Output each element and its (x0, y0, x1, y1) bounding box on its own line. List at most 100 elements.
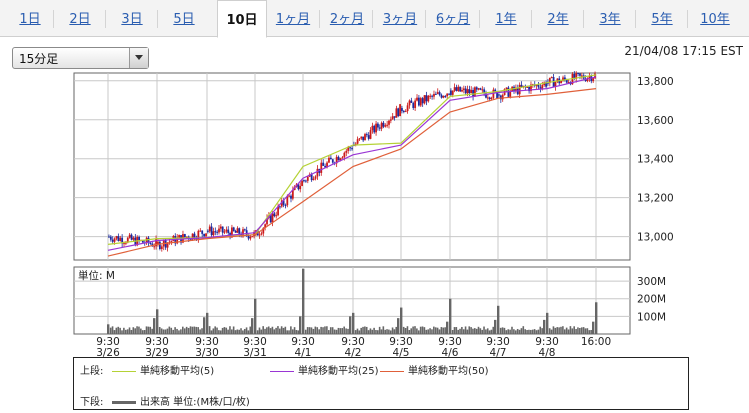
candle-body (501, 95, 504, 100)
volume-bar (365, 326, 368, 334)
volume-bar (541, 328, 543, 334)
candle-body (225, 229, 228, 232)
volume-bar (345, 328, 347, 334)
candle-body (312, 178, 315, 181)
volume-bar (328, 330, 330, 334)
candle-body (567, 82, 570, 84)
volume-bar (201, 328, 203, 334)
volume-bar (486, 328, 489, 334)
candle-body (414, 100, 417, 108)
legend-ma50: 単純移動平均(50) (380, 362, 489, 377)
volume-bar (590, 329, 592, 334)
volume-bar (554, 327, 557, 334)
candle-body (528, 86, 530, 92)
volume-bar (580, 327, 583, 334)
candle-body (145, 237, 148, 244)
tab-8[interactable]: 3ヶ月 (382, 12, 418, 27)
candle-body (243, 229, 246, 231)
tab-separator (425, 10, 426, 28)
volume-bar (451, 329, 454, 334)
tab-9[interactable]: 6ヶ月 (435, 12, 471, 27)
volume-bar (464, 326, 467, 334)
candle-body (293, 186, 296, 191)
tab-13[interactable]: 5年 (651, 12, 673, 27)
tab-4[interactable]: 5日 (173, 12, 195, 27)
candle-body (494, 89, 497, 92)
tab-11[interactable]: 2年 (547, 12, 569, 27)
volume-bar (533, 329, 536, 334)
tab-5[interactable]: 10日 (217, 0, 267, 38)
volume-bar (494, 319, 497, 334)
volume-bar (295, 330, 298, 334)
candle-body (565, 79, 568, 83)
volume-bar (306, 327, 309, 334)
candle-body (513, 86, 515, 91)
volume-bar (282, 327, 285, 334)
volume-bar (431, 329, 433, 334)
candle-body (380, 122, 383, 129)
volume-bar (584, 328, 587, 334)
candle-body (539, 87, 542, 89)
candle-body (234, 230, 237, 233)
volume-bar (492, 326, 495, 334)
tab-12[interactable]: 3年 (599, 12, 621, 27)
volume-bar (526, 329, 528, 334)
tab-2[interactable]: 2日 (69, 12, 91, 27)
candle-body (341, 157, 344, 159)
candle-body (208, 226, 211, 232)
interval-select[interactable]: 15分足 (12, 47, 149, 69)
tab-10[interactable]: 1年 (495, 12, 517, 27)
ma-line-0 (107, 74, 597, 245)
tab-3[interactable]: 3日 (121, 12, 143, 27)
volume-bar (483, 326, 485, 334)
volume-bar (444, 327, 446, 334)
volume-bar (436, 327, 439, 334)
volume-bar (373, 327, 375, 334)
candle-body (433, 93, 435, 97)
volume-bar (453, 327, 456, 334)
volume-bar (563, 329, 566, 334)
volume-bar (429, 328, 431, 334)
candle-body (571, 73, 574, 85)
volume-bar (308, 327, 311, 334)
volume-bar (341, 328, 344, 334)
candle-body (288, 195, 291, 197)
price-tick-label: 13,200 (637, 193, 674, 205)
candle-body (329, 157, 332, 160)
candle-body (391, 116, 394, 120)
candle-body (516, 87, 519, 95)
candle-body (418, 97, 420, 106)
tab-14[interactable]: 10年 (700, 12, 730, 27)
candle-body (444, 95, 447, 97)
chevron-down-icon[interactable] (129, 48, 148, 68)
candle-body (301, 181, 303, 186)
volume-bar (182, 326, 184, 334)
candle-body (262, 227, 265, 234)
price-plot-area (73, 72, 631, 261)
volume-bar (193, 326, 196, 334)
tab-1[interactable]: 1日 (19, 12, 41, 27)
time-tick-label: 9:30 (486, 336, 510, 348)
volume-bar (386, 329, 388, 334)
volume-bar (290, 326, 292, 334)
volume-bar (310, 327, 313, 334)
candle-body (353, 145, 355, 147)
tab-7[interactable]: 2ヶ月 (329, 12, 365, 27)
candle-body (280, 200, 283, 207)
candle-body (511, 86, 514, 91)
volume-bar (158, 327, 161, 334)
volume-bar (369, 328, 372, 334)
legend-ma5-label: 単純移動平均(5) (140, 366, 215, 377)
candle-body (464, 88, 467, 94)
volume-bar (264, 328, 266, 334)
tab-6[interactable]: 1ヶ月 (275, 12, 311, 27)
candle-body (322, 162, 325, 166)
volume-bar (360, 327, 362, 334)
candle-body (434, 93, 437, 95)
timestamp: 21/04/08 17:15 EST (624, 44, 743, 58)
candle-body (485, 93, 487, 98)
candle-body (349, 147, 352, 149)
volume-bar (288, 330, 290, 334)
volume-bar (130, 329, 133, 334)
volume-bar (461, 326, 463, 334)
